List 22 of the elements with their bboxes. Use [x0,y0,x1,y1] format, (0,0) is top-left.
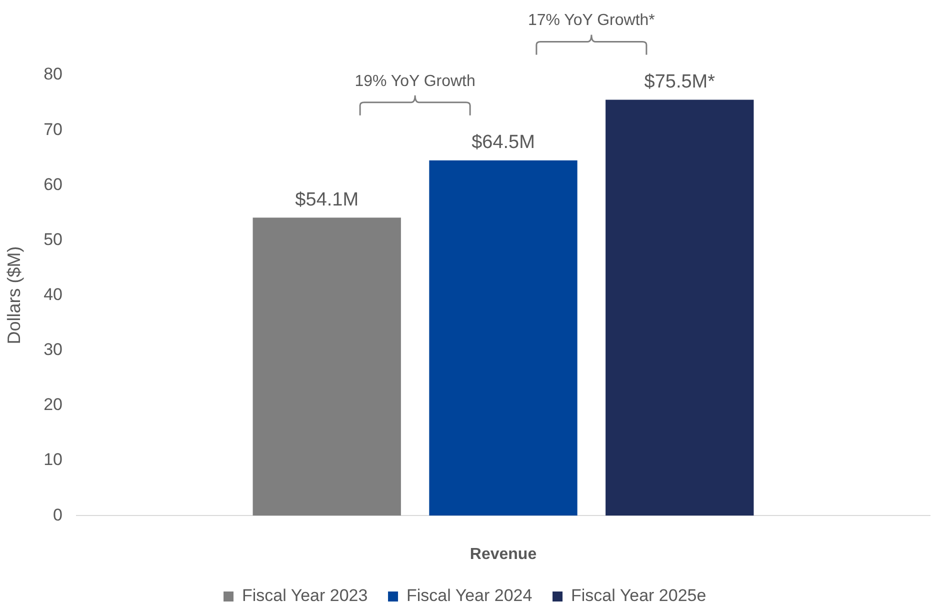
data-label: $54.1M [295,189,359,210]
bar [429,160,578,516]
y-axis-title: Dollars ($M) [4,246,24,344]
y-tick-label: 70 [44,120,63,139]
legend-label: Fiscal Year 2023 [242,586,368,606]
y-tick-label: 20 [44,395,63,414]
legend-label: Fiscal Year 2024 [406,586,532,606]
y-tick-label: 50 [44,230,63,249]
bar [252,218,401,516]
y-tick-label: 30 [44,340,63,360]
y-tick-label: 80 [44,64,63,84]
annotation: 19% YoY Growth [354,72,476,90]
data-label: $64.5M [472,132,535,154]
data-label: $75.5M* [644,72,716,93]
y-tick-label: 40 [44,284,63,304]
x-axis-title: Revenue [470,546,537,563]
legend-label: Fiscal Year 2025e [571,586,706,606]
bar [606,100,754,516]
y-tick-label: 60 [44,174,63,194]
y-tick-label: 10 [44,450,63,470]
y-tick-label: 0 [53,505,63,524]
text: 17% YoY Growth* [528,12,655,30]
